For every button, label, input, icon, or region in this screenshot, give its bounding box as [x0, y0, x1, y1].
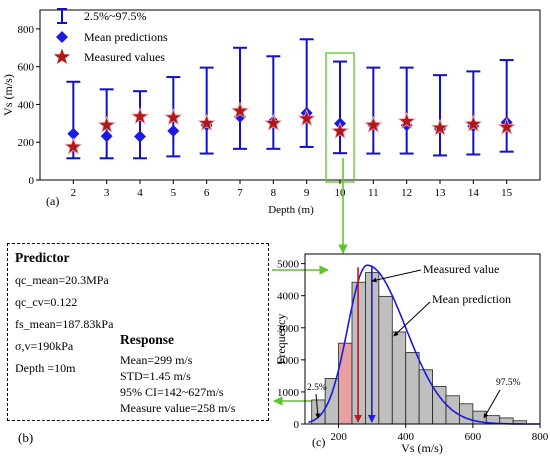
- chart-a-measured-point: [97, 115, 116, 134]
- chart-a-measured-point: [230, 101, 250, 119]
- chart-a-legend: 2.5%~97.5% Mean predictions Measured value…: [53, 8, 168, 64]
- chart-a-mean-point: [134, 130, 146, 143]
- chart-c-y-tick-label: 0: [294, 419, 300, 431]
- chart-a-x-tick-label: 12: [401, 187, 412, 199]
- response-line: 95% CI=142~627m/s: [120, 385, 224, 399]
- chart-c-plot-frame: [304, 253, 541, 425]
- annotation-p-low-label: 2.5%: [307, 383, 327, 393]
- predictor-line: qc_cv=0.122: [15, 295, 78, 309]
- chart-a-measured-point: [64, 137, 83, 155]
- chart-a-x-tick-label: 8: [271, 187, 277, 199]
- chart-a-measured-point: [330, 121, 350, 140]
- legend-entry-label: Measured values: [84, 50, 165, 64]
- annotation-mean-arrow: [393, 301, 431, 337]
- chart-a-x-tick-label: 10: [335, 187, 347, 199]
- info-box: Predictor qc_mean=20.3MPa qc_cv=0.122 fs…: [7, 243, 269, 421]
- chart-c-y-tick-label: 5000: [277, 259, 300, 271]
- response-heading: Response: [120, 332, 175, 347]
- chart-c-bar: [418, 369, 433, 425]
- chart-a-mean-point: [67, 127, 80, 140]
- annotation-p-low-arrow: [315, 393, 321, 419]
- chart-c-y-axis-label: Frequency: [274, 314, 288, 365]
- chart-c-x-tick-label: 800: [532, 431, 549, 443]
- response-line: STD=1.45 m/s: [120, 369, 191, 383]
- chart-a-y-axis-label: Vs (m/s): [1, 74, 15, 116]
- chart-a-x-tick-label: 5: [171, 187, 177, 199]
- chart-a-y-tick-label: 600: [18, 62, 35, 74]
- predictor-line: Depth =10m: [15, 361, 76, 375]
- chart-c-y-tick-label: 3000: [277, 323, 300, 335]
- chart-a-y-tick-label: 400: [18, 99, 35, 111]
- chart-c-bar: [338, 342, 353, 425]
- chart-a-panel-label: (a): [46, 194, 59, 208]
- chart-c-y-tick-label: 4000: [277, 291, 300, 303]
- chart-a-x-tick-label: 3: [104, 187, 110, 199]
- info-box-panel-label: (b): [18, 430, 34, 445]
- chart-c-bar: [378, 295, 393, 425]
- chart-a-mean-point: [167, 124, 180, 137]
- chart-c-x-tick-label: 200: [330, 431, 347, 443]
- chart-a-x-tick-label: 7: [237, 187, 243, 199]
- chart-c-panel-label: (c): [312, 435, 325, 449]
- annotation-measured-value-label: Measured value: [423, 262, 499, 276]
- chart-a-measured-point: [464, 114, 483, 133]
- chart-c: 0 1000 2000 3000 4000 5000 200 400 600 800 Freque…: [274, 253, 549, 455]
- chart-a-x-tick-label: 15: [501, 187, 513, 199]
- chart-a: 0 200 400 600 800 2 3 4 5 6 7 8 9 10 11 12 13 14 15 Vs (m/…: [1, 8, 541, 216]
- chart-c-bar: [432, 386, 447, 425]
- chart-a-measured-point: [197, 113, 216, 132]
- chart-a-measured-point: [130, 107, 150, 125]
- annotation-measured-arrow: [371, 269, 422, 283]
- chart-a-x-tick-label: 9: [304, 187, 310, 199]
- chart-a-measured-point: [497, 117, 516, 135]
- response-line: Measure value=258 m/s: [120, 401, 236, 415]
- annotation-mean-prediction-label: Mean prediction: [432, 292, 511, 306]
- chart-a-measured-point: [164, 108, 183, 126]
- chart-a-measured-point: [264, 113, 283, 132]
- chart-a-x-tick-label: 4: [137, 187, 143, 199]
- legend-diamond-symbol: [56, 31, 68, 43]
- chart-a-x-tick-label: 11: [368, 187, 379, 199]
- predictor-line: σ,v=190kPa: [15, 339, 74, 353]
- chart-c-y-tick-label: 1000: [277, 387, 300, 399]
- chart-a-x-tick-label: 13: [435, 187, 447, 199]
- chart-c-x-axis-label: Vs (m/s): [401, 441, 443, 455]
- chart-a-mean-point: [100, 130, 113, 143]
- legend-star-symbol: [53, 48, 71, 64]
- chart-a-plot-frame: [39, 9, 541, 181]
- response-line: Mean=299 m/s: [120, 353, 193, 367]
- predictor-heading: Predictor: [15, 250, 70, 265]
- chart-a-y-tick-label: 200: [18, 137, 35, 149]
- chart-a-x-axis-label: Depth (m): [268, 204, 314, 216]
- chart-c-x-tick-label: 600: [465, 431, 482, 443]
- chart-a-x-tick-label: 14: [468, 187, 480, 199]
- chart-a-measured-point: [297, 108, 316, 127]
- legend-entry-label: Mean predictions: [84, 30, 168, 44]
- chart-a-y-tick-label: 0: [29, 175, 35, 187]
- annotation-p-high-label: 97.5%: [496, 378, 521, 388]
- chart-c-bar: [405, 352, 420, 425]
- chart-a-y-tick-label: 800: [18, 24, 35, 36]
- legend-entry-label: 2.5%~97.5%: [84, 9, 146, 23]
- chart-a-measured-point: [364, 115, 383, 134]
- chart-c-bar: [324, 378, 339, 425]
- chart-a-measured-point: [430, 118, 450, 136]
- chart-c-x-tick-label: 400: [397, 431, 414, 443]
- annotation-p-high-arrow: [483, 389, 501, 419]
- chart-a-x-tick-label: 2: [71, 187, 77, 199]
- chart-c-bar: [459, 403, 474, 425]
- chart-c-y-tick-label: 2000: [277, 355, 300, 367]
- predictor-line: qc_mean=20.3MPa: [15, 273, 109, 287]
- chart-c-bar: [391, 331, 407, 425]
- chart-a-measured-point: [397, 111, 416, 130]
- chart-a-x-tick-label: 6: [204, 187, 210, 199]
- predictor-line: fs_mean=187.83kPa: [15, 317, 114, 331]
